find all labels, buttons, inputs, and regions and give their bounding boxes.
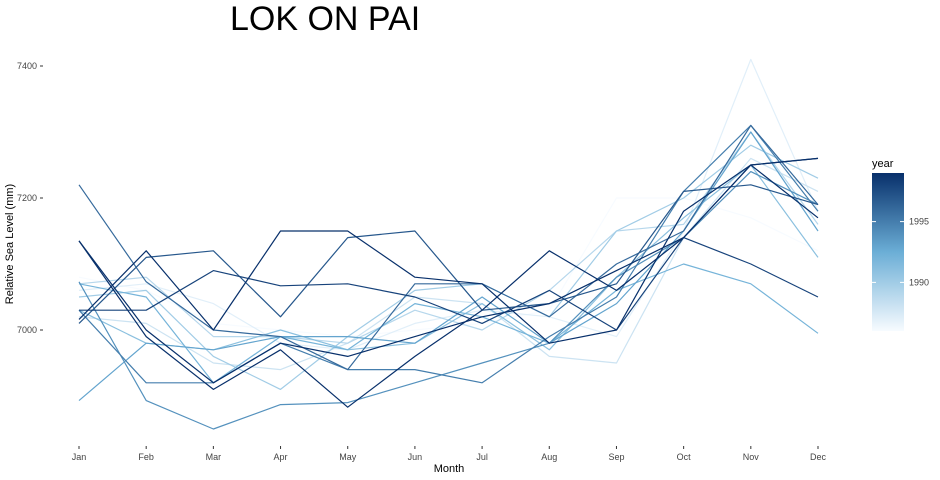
x-axis: Jan Feb Mar Apr May Jun Jul Aug Sep Oct Nov Dec <box>72 446 827 462</box>
x-tick-label-sep: Sep <box>608 452 624 462</box>
y-axis-title: Relative Sea Level (mm) <box>4 184 16 304</box>
legend-colorbar <box>872 173 904 331</box>
x-tick-label-aug: Aug <box>541 452 557 462</box>
series-line-9 <box>78 124 819 384</box>
x-tick-label-apr: Apr <box>274 452 288 462</box>
plot-area <box>78 58 819 430</box>
legend-tick-label: 1995 <box>909 217 929 227</box>
x-tick-label-dec: Dec <box>810 452 827 462</box>
x-tick-label-mar: Mar <box>206 452 222 462</box>
series-line-11 <box>78 184 819 324</box>
chart-title: LOK ON PAI <box>230 0 420 38</box>
legend-tick-label: 1990 <box>909 277 929 287</box>
x-tick-label-nov: Nov <box>743 452 760 462</box>
x-tick-label-feb: Feb <box>138 452 154 462</box>
x-tick-label-oct: Oct <box>677 452 692 462</box>
series-line-15 <box>78 157 819 384</box>
legend-title: year <box>872 158 894 170</box>
legend: year 1990 1995 <box>872 158 929 331</box>
series-line-2 <box>78 157 819 371</box>
series-line-8 <box>78 171 819 430</box>
y-tick-label: 7400 <box>17 61 37 71</box>
series-line-1 <box>78 58 819 351</box>
x-tick-label-may: May <box>339 452 357 462</box>
y-tick-label: 7000 <box>17 325 37 335</box>
series-line-14 <box>78 164 819 344</box>
x-axis-title: Month <box>434 463 465 475</box>
series-line-10 <box>78 124 819 371</box>
legend-ticks: 1990 1995 <box>872 217 929 287</box>
y-axis: 7000 7200 7400 <box>17 61 43 335</box>
x-tick-label-jan: Jan <box>72 452 87 462</box>
series-line-12 <box>79 237 819 331</box>
y-tick-label: 7200 <box>17 193 37 203</box>
x-tick-label-jun: Jun <box>408 452 423 462</box>
series-line-4 <box>78 144 819 390</box>
x-tick-label-jul: Jul <box>476 452 488 462</box>
